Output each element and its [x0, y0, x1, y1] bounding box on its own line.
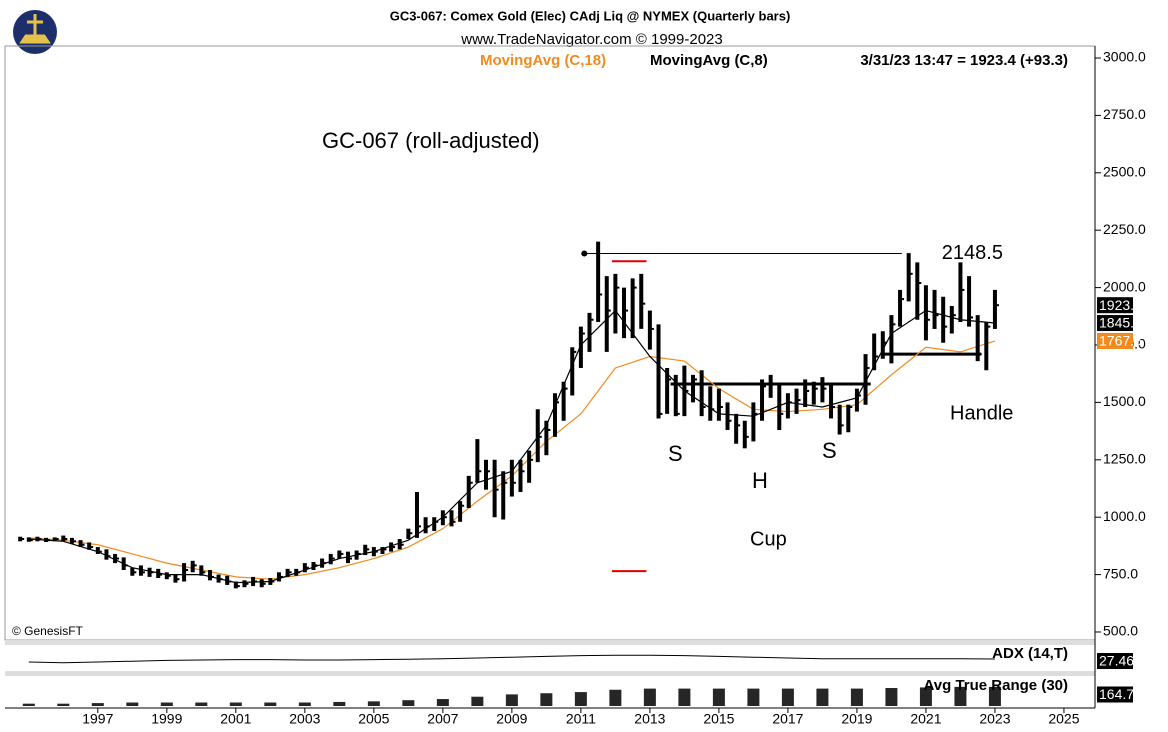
- x-tick-label: 1999: [151, 711, 182, 727]
- value-tag: [1097, 297, 1133, 314]
- indicator-bar: [264, 702, 277, 706]
- indicator-bar: [471, 696, 484, 706]
- y-tick-label: 2500.0: [1103, 164, 1146, 180]
- x-tick-label: 2009: [496, 711, 527, 727]
- x-tick-label: 2005: [358, 711, 389, 727]
- level-point: [581, 250, 588, 257]
- level-label: 2148.5: [942, 242, 1003, 264]
- indicator-bar: [22, 703, 35, 706]
- indicator-bar: [643, 688, 656, 706]
- y-tick-label: 500.0: [1103, 623, 1138, 639]
- indicator-bar: [195, 702, 208, 706]
- chart-title: GC-067 (roll-adjusted): [322, 128, 540, 153]
- y-tick-label: 2250.0: [1103, 221, 1146, 237]
- indicator-bar: [160, 702, 173, 706]
- x-tick-label: 2001: [220, 711, 251, 727]
- value-tag-label: 1845.7: [1099, 315, 1142, 331]
- indicator-label: ADX (14,T): [992, 645, 1068, 662]
- indicator-line: [28, 654, 995, 664]
- x-tick-label: 2013: [634, 711, 665, 727]
- copyright: © GenesisFT: [12, 624, 84, 638]
- annotation: H: [752, 468, 768, 493]
- x-tick-label: 2007: [427, 711, 458, 727]
- header-subtitle: www.TradeNavigator.com © 1999-2023: [460, 31, 722, 48]
- y-tick-label: 2750.0: [1103, 106, 1146, 122]
- x-tick-label: 2011: [566, 711, 596, 727]
- indicator-bar: [781, 688, 794, 706]
- indicator-bar: [954, 686, 967, 706]
- header-title: GC3-067: Comex Gold (Elec) CAdj Liq @ NY…: [390, 8, 791, 23]
- value-tag-label: 164.72: [1099, 686, 1142, 702]
- indicator-bar: [126, 702, 139, 706]
- y-tick-label: 2000.0: [1103, 278, 1146, 294]
- value-tag-label: 1923.4: [1099, 297, 1142, 313]
- indicator-bar: [540, 693, 553, 706]
- value-tag: [1097, 653, 1133, 669]
- indicator-bar: [367, 701, 380, 706]
- value-tag-label: 1767.5: [1099, 333, 1142, 349]
- value-tag: [1097, 686, 1133, 703]
- x-tick-label: 2023: [979, 711, 1010, 727]
- value-tag: [1097, 315, 1133, 332]
- indicator-bar: [574, 692, 587, 706]
- indicator-bar: [712, 688, 725, 706]
- indicator-bar: [91, 703, 104, 706]
- x-tick-label: 2003: [289, 711, 320, 727]
- x-tick-label: 2015: [703, 711, 734, 727]
- legend-ma8: MovingAvg (C,8): [650, 52, 768, 69]
- y-tick-label: 1250.0: [1103, 451, 1146, 467]
- indicator-bar: [505, 694, 518, 706]
- indicator-bar: [678, 688, 691, 706]
- indicator-bar: [333, 701, 346, 706]
- indicator-bar: [850, 688, 863, 706]
- indicator-bar: [816, 688, 829, 706]
- x-tick-label: 2017: [772, 711, 803, 727]
- annotation: Cup: [750, 528, 787, 550]
- y-tick-label: 1000.0: [1103, 508, 1146, 524]
- annotation: Handle: [950, 402, 1013, 424]
- x-tick-label: 2019: [841, 711, 872, 727]
- value-tag-label: 27.46: [1099, 653, 1134, 669]
- panel-separator: [5, 671, 1095, 676]
- y-tick-label: 3000.0: [1103, 49, 1146, 65]
- indicator-bar: [747, 688, 760, 706]
- indicator-bar: [57, 703, 70, 706]
- panel-separator: [5, 640, 1095, 645]
- indicator-bar: [885, 688, 898, 706]
- indicator-bar: [298, 702, 311, 706]
- indicator-bar: [919, 687, 932, 706]
- y-tick-label: 1500.0: [1103, 393, 1146, 409]
- indicator-bar: [402, 700, 415, 706]
- indicator-bar: [609, 689, 622, 706]
- value-tag: [1097, 332, 1133, 349]
- legend-ma18: MovingAvg (C,18): [480, 52, 606, 69]
- x-tick-label: 1997: [82, 711, 113, 727]
- annotation: S: [668, 441, 683, 466]
- x-tick-label: 2025: [1048, 711, 1079, 727]
- y-tick-label: 750.0: [1103, 565, 1138, 581]
- indicator-bar: [436, 699, 449, 706]
- indicator-bar: [988, 686, 1001, 706]
- x-tick-label: 2021: [910, 711, 941, 727]
- indicator-bar: [229, 702, 242, 706]
- last-value: 3/31/23 13:47 = 1923.4 (+93.3): [860, 52, 1068, 69]
- logo: [13, 10, 57, 54]
- annotation: S: [822, 438, 837, 463]
